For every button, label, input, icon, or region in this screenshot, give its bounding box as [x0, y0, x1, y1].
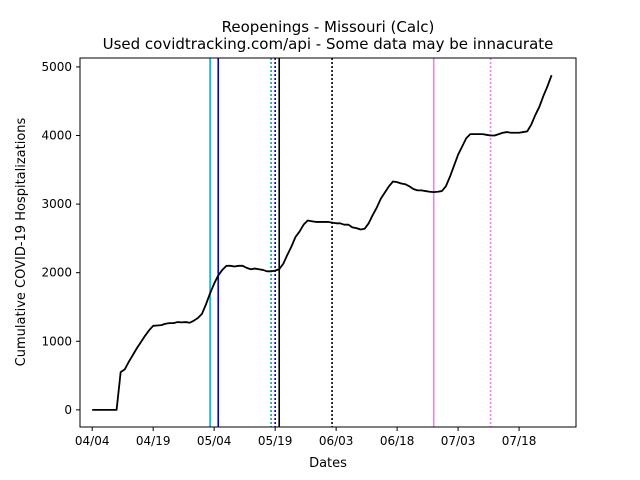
y-tick-label: 2000 [41, 266, 72, 280]
hospitalizations-line [92, 74, 553, 411]
y-tick-label: 1000 [41, 334, 72, 348]
x-tick-label: 06/03 [319, 434, 354, 448]
x-tick-label: 07/18 [502, 434, 537, 448]
y-tick-label: 5000 [41, 60, 72, 74]
y-tick-label: 3000 [41, 197, 72, 211]
x-axis-label: Dates [309, 456, 347, 471]
x-tick-label: 05/04 [197, 434, 232, 448]
series-layer [92, 74, 553, 411]
x-tick-label: 07/03 [441, 434, 476, 448]
plot-frame [79, 57, 577, 428]
chart-subtitle: Used covidtracking.com/api - Some data m… [103, 35, 554, 53]
chart-title: Reopenings - Missouri (Calc) [222, 18, 435, 36]
y-axis-label: Cumulative COVID-19 Hospitalizations [14, 117, 29, 366]
y-axis: 0 1000 2000 3000 4000 5000 [41, 60, 80, 417]
x-tick-label: 04/04 [75, 434, 110, 448]
x-tick-label: 04/19 [136, 434, 171, 448]
x-tick-label: 05/19 [258, 434, 293, 448]
x-tick-label: 06/18 [380, 434, 415, 448]
y-tick-label: 0 [64, 403, 72, 417]
y-tick-label: 4000 [41, 129, 72, 143]
x-axis: 04/04 04/19 05/04 05/19 06/03 06/18 07/03 07/18 [75, 427, 536, 448]
reopening-lines [209, 58, 492, 427]
